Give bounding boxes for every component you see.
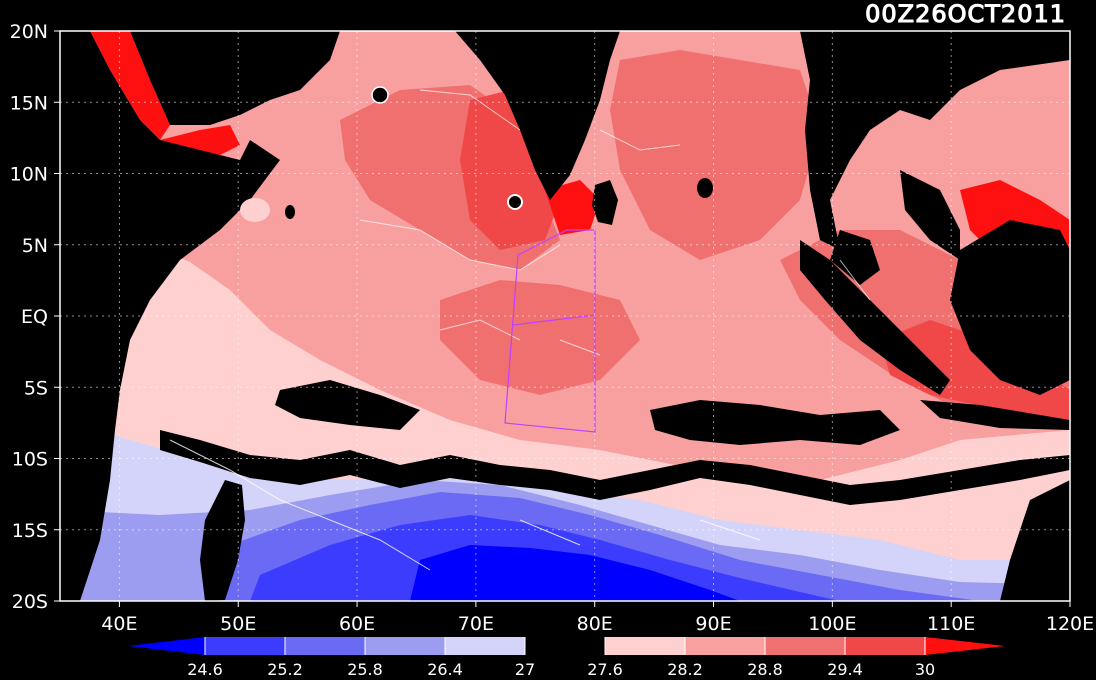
colorbar-label: 30 (915, 660, 935, 679)
colorbar-label: 29.4 (827, 660, 863, 679)
sst-band-warm-max-redsea (90, 31, 170, 140)
sst-band-warm-top-india (460, 90, 560, 250)
colorbar-segment-7 (765, 637, 845, 655)
land-java (920, 400, 1070, 430)
land-madagascar (200, 480, 245, 601)
lon-tick-label: 80E (577, 613, 613, 635)
sst-band-warm-bengal (610, 50, 820, 260)
colorbar-arrow-low (128, 637, 205, 655)
land-srilanka (592, 180, 618, 225)
lat-tick-label: 10N (10, 164, 48, 186)
sst-band-warm-central (440, 280, 640, 395)
sst-blob-maldives (507, 194, 523, 210)
land-australia (1000, 480, 1070, 601)
land-andaman (830, 230, 880, 285)
lat-tick-label: EQ (21, 306, 48, 328)
land-india (455, 31, 620, 200)
colorbar-label: 24.6 (187, 660, 223, 679)
colorbar-segment-1 (285, 637, 365, 655)
lon-tick-label: 40E (101, 613, 137, 635)
land-sumatra (800, 240, 950, 395)
grid-lines (60, 31, 1070, 601)
land-burma-thailand (800, 31, 1070, 250)
sst-band-mid-south (160, 430, 1070, 505)
land-arabia (130, 31, 340, 125)
colorbar-arrow-high (925, 637, 1005, 655)
lat-tick-label: 15N (10, 92, 48, 114)
colorbar-segment-6 (685, 637, 765, 655)
lon-tick-label: 60E (339, 613, 375, 635)
colorbar-segment-0 (205, 637, 285, 655)
contour-line-arabian (359, 89, 871, 356)
colorbar-segment-5 (605, 637, 685, 655)
lat-tick-label: 20N (10, 21, 48, 43)
colorbar-label: 25.8 (347, 660, 383, 679)
timestamp-label: 00Z26OCT2011 (865, 0, 1066, 28)
sst-band-mid-southeast (650, 400, 900, 445)
sst-band-cool-5 (410, 545, 740, 601)
colorbar-segment-2 (365, 637, 445, 655)
colorbar-label: 26.4 (427, 660, 463, 679)
lon-tick-label: 70E (458, 613, 494, 635)
land-borneo (950, 220, 1070, 395)
colorbar-label: 25.2 (267, 660, 303, 679)
sst-blob-arabian (371, 86, 389, 104)
lat-tick-label: 5S (24, 377, 48, 399)
sst-band-warm-top-java (880, 320, 1070, 420)
contour-line-south (169, 439, 761, 571)
colorbar-label: 28.2 (667, 660, 703, 679)
sst-blob-somali (285, 205, 295, 219)
lon-tick-label: 110E (927, 613, 975, 635)
sst-band-mid-southwest (275, 380, 420, 430)
lon-tick-label: 120E (1046, 613, 1094, 635)
lon-tick-label: 90E (695, 613, 731, 635)
lat-tick-label: 5N (22, 235, 48, 257)
lat-tick-label: 10S (12, 449, 48, 471)
sst-band-warm-max-srilanka (545, 180, 600, 235)
colorbar-label: 27 (515, 660, 535, 679)
colorbar-segment-8 (845, 637, 925, 655)
colorbar-label: 28.8 (747, 660, 783, 679)
lon-tick-label: 100E (808, 613, 856, 635)
lat-tick-label: 20S (12, 591, 48, 613)
analysis-box-east[interactable] (512, 314, 596, 326)
sst-blob-bengal (697, 178, 713, 198)
colorbar-segment-4 (525, 637, 605, 655)
lon-tick-label: 50E (220, 613, 256, 635)
colorbar-label: 27.6 (587, 660, 623, 679)
land-malaysia (900, 170, 960, 260)
sst-blob-somali-west (240, 198, 270, 222)
colorbar-segment-3 (445, 637, 525, 655)
lat-tick-label: 15S (12, 520, 48, 542)
lat-axis: 20N 15N 10N 5N EQ 5S 10S 15S 20S (10, 21, 60, 613)
lon-axis: 40E 50E 60E 70E 80E 90E 100E 110E 120E (101, 601, 1094, 635)
colorbar: 24.6 25.2 25.8 26.4 27 27.6 28.2 28.8 29.4 30 (128, 637, 1005, 679)
